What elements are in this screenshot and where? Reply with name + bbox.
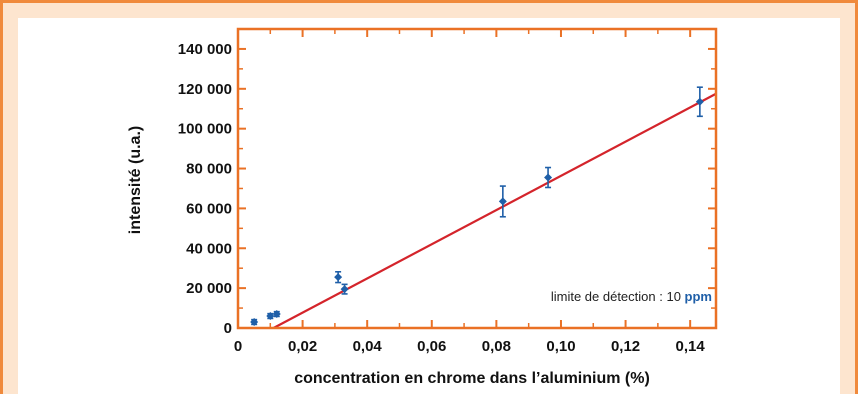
y-tick-label: 80 000 — [186, 161, 232, 178]
y-tick-label: 20 000 — [186, 280, 232, 297]
data-point — [340, 285, 349, 294]
data-point — [272, 310, 281, 319]
plot-area — [236, 27, 718, 330]
y-tick-label: 140 000 — [178, 41, 232, 58]
x-tick-label: 0,08 — [482, 338, 511, 355]
data-point — [498, 197, 507, 206]
data-point — [334, 273, 343, 282]
x-tick-label: 0,14 — [676, 338, 706, 355]
y-tick-label: 60 000 — [186, 200, 232, 217]
y-axis: 0 20 000 40 000 60 000 80 000 100 000 120 000 1… — [178, 41, 716, 337]
data-point — [544, 173, 553, 182]
x-tick-label: 0,04 — [353, 338, 383, 355]
y-tick-label: 0 — [224, 320, 232, 337]
x-tick-label: 0,02 — [288, 338, 317, 355]
x-axis-title: concentration en chrome dans l’aluminium… — [294, 370, 650, 387]
x-tick-label: 0,12 — [611, 338, 640, 355]
data-point — [266, 312, 275, 321]
x-tick-label: 0,06 — [417, 338, 446, 355]
y-tick-label: 120 000 — [178, 81, 232, 98]
y-axis-title: intensité (u.a.) — [127, 126, 144, 234]
x-axis: 0 0,02 0,04 0,06 0,08 0,10 0,12 0,14 — [234, 29, 706, 355]
data-point — [250, 318, 259, 327]
y-tick-label: 40 000 — [186, 240, 232, 257]
chart-marks — [250, 86, 717, 329]
plot-border — [236, 27, 718, 330]
x-tick-label: 0,10 — [546, 338, 575, 355]
y-tick-label: 100 000 — [178, 121, 232, 138]
detection-limit-text: limite de détection : 10 — [551, 289, 685, 304]
detection-limit-note: limite de détection : 10 ppm — [551, 289, 712, 304]
data-point — [695, 97, 704, 106]
x-tick-label: 0 — [234, 338, 242, 355]
chart-panel — [18, 18, 840, 394]
detection-limit-unit: ppm — [685, 289, 712, 304]
